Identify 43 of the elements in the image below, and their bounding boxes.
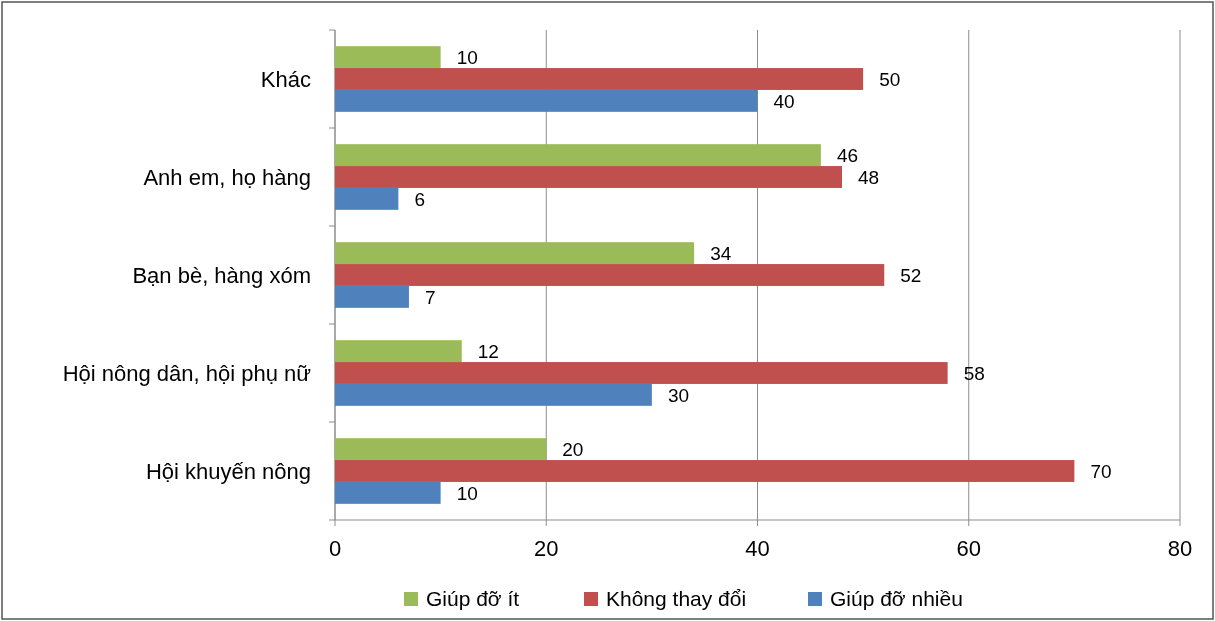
bar — [335, 438, 547, 461]
bar — [335, 46, 441, 69]
bar — [335, 89, 758, 112]
x-tick-label: 40 — [745, 536, 770, 561]
data-label: 10 — [456, 46, 478, 68]
data-label: 70 — [1090, 460, 1112, 482]
bar — [335, 285, 409, 308]
data-label: 30 — [667, 384, 690, 406]
data-label: 50 — [879, 68, 901, 90]
data-label: 58 — [963, 362, 985, 384]
x-tick-label: 80 — [1167, 536, 1193, 561]
bar — [335, 187, 399, 210]
bar — [335, 460, 1075, 482]
y-tick-label: Bạn bè, hàng xóm — [132, 262, 311, 288]
data-label: 7 — [424, 286, 436, 308]
bar — [335, 340, 462, 363]
y-tick-label: Khác — [260, 66, 311, 92]
data-label: 34 — [710, 242, 732, 264]
bar — [335, 362, 948, 384]
data-label: 40 — [773, 90, 795, 112]
legend-label: Không thay đổi — [606, 587, 747, 611]
bar — [335, 144, 821, 167]
bar — [335, 166, 842, 188]
x-tick-label: 0 — [328, 536, 342, 561]
x-tick-label: 60 — [956, 536, 981, 561]
y-tick-label: Hội khuyến nông — [145, 458, 311, 484]
data-label: 6 — [414, 188, 425, 210]
legend-label: Giúp đỡ ít — [426, 587, 520, 611]
data-label: 48 — [858, 166, 880, 188]
bar — [335, 242, 695, 265]
data-label: 20 — [562, 438, 584, 460]
bar — [335, 264, 885, 286]
bar — [335, 383, 652, 406]
legend-label: Giúp đỡ nhiều — [830, 587, 963, 611]
x-tick-label: 20 — [534, 536, 559, 561]
data-label: 10 — [456, 482, 478, 504]
data-label: 46 — [836, 144, 859, 166]
data-label: 52 — [900, 264, 922, 286]
data-label: 12 — [477, 340, 499, 362]
bar — [335, 481, 441, 504]
y-tick-label: Anh em, họ hàng — [143, 164, 311, 190]
y-tick-label: Hội nông dân, hội phụ nữ — [62, 360, 312, 386]
bar — [335, 68, 864, 90]
